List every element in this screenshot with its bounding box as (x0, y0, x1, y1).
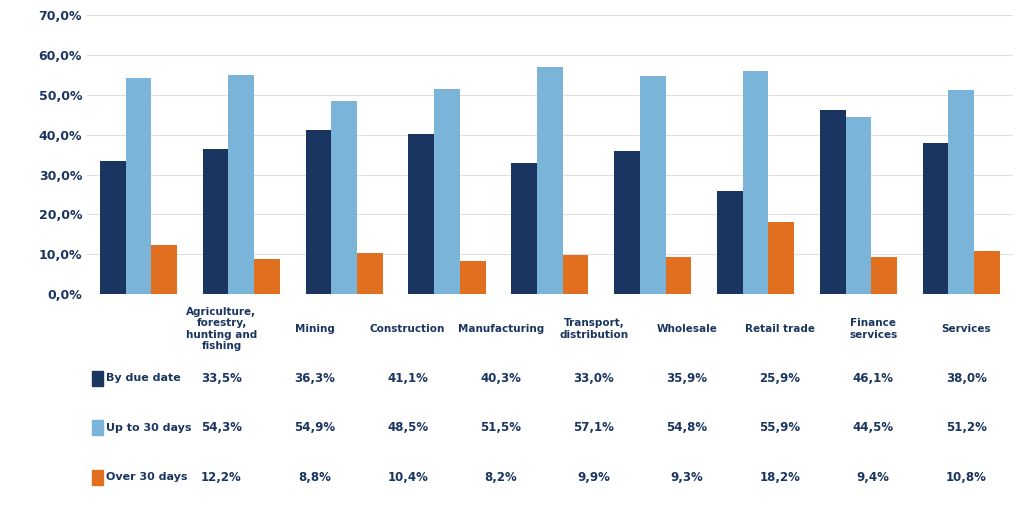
Bar (434, 89, 460, 294)
Text: Mining: Mining (295, 324, 335, 334)
Bar (819, 111, 846, 294)
Text: 18,2%: 18,2% (760, 470, 800, 484)
Text: Retail trade: Retail trade (745, 324, 815, 334)
Text: 57,1%: 57,1% (574, 421, 614, 434)
Bar (743, 71, 768, 294)
Text: 10,4%: 10,4% (388, 470, 428, 484)
Text: 54,9%: 54,9% (294, 421, 336, 434)
Bar (563, 255, 588, 294)
Text: Agriculture,
forestry,
hunting and
fishing: Agriculture, forestry, hunting and fishi… (186, 307, 257, 351)
Bar (666, 257, 692, 294)
Text: 55,9%: 55,9% (759, 421, 801, 434)
Text: 48,5%: 48,5% (387, 421, 429, 434)
Text: 54,8%: 54,8% (666, 421, 708, 434)
Bar (92, 420, 102, 435)
Text: 8,8%: 8,8% (298, 470, 331, 484)
Bar (717, 191, 743, 294)
Text: Services: Services (941, 324, 991, 334)
Text: 33,5%: 33,5% (201, 372, 241, 385)
Bar (614, 151, 639, 294)
Bar (872, 257, 897, 294)
Bar (357, 252, 383, 294)
Bar (408, 133, 434, 294)
Text: Manufacturing: Manufacturing (457, 324, 544, 334)
Text: 54,3%: 54,3% (201, 421, 242, 434)
Text: 35,9%: 35,9% (666, 372, 708, 385)
Bar (768, 222, 794, 294)
Text: 38,0%: 38,0% (946, 372, 986, 385)
Text: Over 30 days: Over 30 days (106, 472, 188, 482)
Bar (512, 163, 537, 294)
Text: 51,2%: 51,2% (946, 421, 986, 434)
Text: 40,3%: 40,3% (481, 372, 521, 385)
Text: Finance
services: Finance services (849, 318, 897, 340)
Bar (331, 101, 357, 294)
Bar (254, 259, 280, 294)
Bar (460, 262, 486, 294)
Text: 25,9%: 25,9% (759, 372, 801, 385)
Bar (846, 117, 872, 294)
Bar (92, 470, 102, 485)
Bar (639, 76, 666, 294)
Text: 46,1%: 46,1% (852, 372, 894, 385)
Bar (306, 130, 331, 294)
Bar (151, 245, 177, 294)
Text: 33,0%: 33,0% (574, 372, 614, 385)
Text: 51,5%: 51,5% (480, 421, 522, 434)
Text: Construction: Construction (370, 324, 445, 334)
Bar (100, 161, 126, 294)
Bar (126, 78, 151, 294)
Text: 9,3%: 9,3% (670, 470, 703, 484)
Bar (948, 90, 974, 294)
Text: 36,3%: 36,3% (295, 372, 335, 385)
Text: 9,9%: 9,9% (577, 470, 611, 484)
Bar (92, 371, 102, 386)
Text: 8,2%: 8,2% (484, 470, 517, 484)
Bar (537, 66, 563, 294)
Text: 10,8%: 10,8% (946, 470, 986, 484)
Text: 44,5%: 44,5% (852, 421, 894, 434)
Bar (203, 150, 228, 294)
Text: Up to 30 days: Up to 30 days (106, 423, 191, 433)
Bar (974, 251, 999, 294)
Text: 41,1%: 41,1% (388, 372, 428, 385)
Text: Transport,
distribution: Transport, distribution (560, 318, 628, 340)
Text: 9,4%: 9,4% (856, 470, 890, 484)
Text: 12,2%: 12,2% (202, 470, 241, 484)
Text: Wholesale: Wholesale (657, 324, 717, 334)
Bar (923, 142, 948, 294)
Text: By due date: By due date (106, 373, 181, 383)
Bar (228, 76, 254, 294)
